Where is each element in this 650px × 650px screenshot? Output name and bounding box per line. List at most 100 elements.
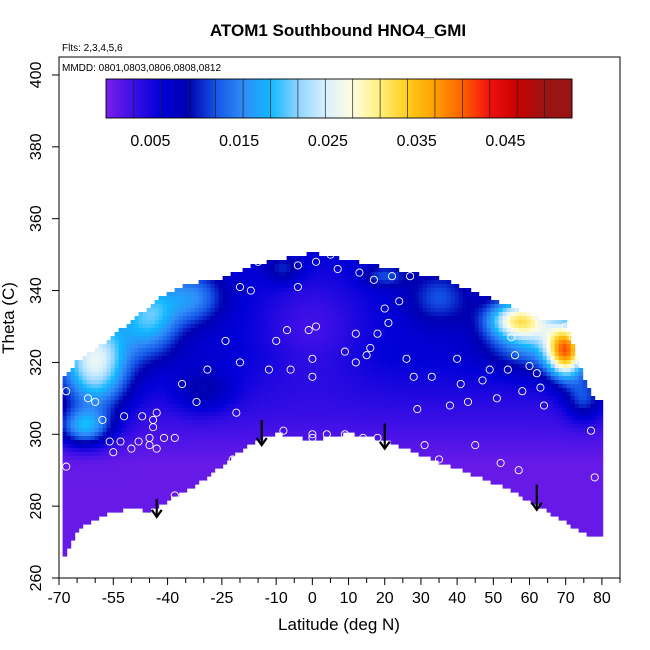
heatmap-cell bbox=[390, 304, 396, 309]
heatmap-cell bbox=[414, 444, 420, 449]
heatmap-cell bbox=[346, 348, 352, 353]
heatmap-cell bbox=[398, 428, 404, 433]
heatmap-cell bbox=[390, 332, 396, 337]
heatmap-cell bbox=[422, 280, 428, 285]
heatmap-cell bbox=[390, 316, 396, 321]
heatmap-cell bbox=[298, 256, 304, 261]
heatmap-cell bbox=[98, 396, 104, 401]
heatmap-cell bbox=[254, 364, 260, 369]
heatmap-cell bbox=[210, 352, 216, 357]
heatmap-cell bbox=[250, 440, 256, 445]
heatmap-cell bbox=[470, 392, 476, 397]
heatmap-cell bbox=[142, 464, 148, 469]
heatmap-cell bbox=[202, 304, 208, 309]
heatmap-cell bbox=[178, 324, 184, 329]
heatmap-cell bbox=[98, 388, 104, 393]
heatmap-cell bbox=[490, 300, 496, 305]
heatmap-cell bbox=[158, 460, 164, 465]
heatmap-cell bbox=[474, 368, 480, 373]
heatmap-cell bbox=[298, 268, 304, 273]
heatmap-cell bbox=[366, 328, 372, 333]
heatmap-cell bbox=[458, 376, 464, 381]
heatmap-cell bbox=[274, 276, 280, 281]
heatmap-cell bbox=[166, 456, 172, 461]
heatmap-cell bbox=[290, 416, 296, 421]
heatmap-cell bbox=[346, 420, 352, 425]
heatmap-cell bbox=[294, 412, 300, 417]
heatmap-cell bbox=[386, 336, 392, 341]
heatmap-cell bbox=[414, 364, 420, 369]
heatmap-cell bbox=[414, 448, 420, 453]
heatmap-cell bbox=[422, 396, 428, 401]
heatmap-cell bbox=[478, 416, 484, 421]
heatmap-cell bbox=[110, 412, 116, 417]
heatmap-cell bbox=[238, 448, 244, 453]
heatmap-cell bbox=[438, 424, 444, 429]
heatmap-cell bbox=[182, 440, 188, 445]
heatmap-cell bbox=[426, 364, 432, 369]
heatmap-cell bbox=[302, 392, 308, 397]
heatmap-cell bbox=[262, 288, 268, 293]
heatmap-cell bbox=[186, 436, 192, 441]
heatmap-cell bbox=[126, 456, 132, 461]
heatmap-cell bbox=[182, 412, 188, 417]
heatmap-cell bbox=[398, 344, 404, 349]
heatmap-cell bbox=[106, 440, 112, 445]
heatmap-cell bbox=[106, 452, 112, 457]
heatmap-cell bbox=[294, 352, 300, 357]
heatmap-cell bbox=[210, 448, 216, 453]
heatmap-cell bbox=[62, 404, 68, 409]
heatmap-cell bbox=[286, 300, 292, 305]
heatmap-cell bbox=[114, 476, 120, 481]
heatmap-cell bbox=[162, 368, 168, 373]
heatmap-cell bbox=[478, 368, 484, 373]
heatmap-cell bbox=[154, 472, 160, 477]
heatmap-cell bbox=[70, 452, 76, 457]
heatmap-cell bbox=[474, 332, 480, 337]
heatmap-cell bbox=[434, 436, 440, 441]
heatmap-cell bbox=[426, 452, 432, 457]
heatmap-cell bbox=[110, 460, 116, 465]
heatmap-cell bbox=[290, 312, 296, 317]
heatmap-cell bbox=[166, 352, 172, 357]
heatmap-cell bbox=[490, 428, 496, 433]
heatmap-cell bbox=[450, 364, 456, 369]
heatmap-cell bbox=[454, 320, 460, 325]
heatmap-cell bbox=[154, 304, 160, 309]
heatmap-cell bbox=[142, 328, 148, 333]
heatmap-cell bbox=[82, 376, 88, 381]
heatmap-cell bbox=[302, 316, 308, 321]
heatmap-cell bbox=[102, 376, 108, 381]
heatmap-cell bbox=[402, 280, 408, 285]
heatmap-cell bbox=[378, 404, 384, 409]
heatmap-cell bbox=[466, 384, 472, 389]
heatmap-cell bbox=[122, 436, 128, 441]
heatmap-cell bbox=[242, 444, 248, 449]
heatmap-cell bbox=[138, 448, 144, 453]
heatmap-cell bbox=[310, 372, 316, 377]
heatmap-cell bbox=[126, 400, 132, 405]
heatmap-cell bbox=[398, 364, 404, 369]
heatmap-cell bbox=[266, 264, 272, 269]
heatmap-cell bbox=[414, 436, 420, 441]
heatmap-cell bbox=[134, 472, 140, 477]
heatmap-cell bbox=[122, 500, 128, 505]
heatmap-cell bbox=[418, 400, 424, 405]
heatmap-cell bbox=[226, 412, 232, 417]
heatmap-cell bbox=[418, 312, 424, 317]
heatmap-cell bbox=[262, 388, 268, 393]
plot-area bbox=[62, 250, 604, 557]
heatmap-cell bbox=[482, 456, 488, 461]
heatmap-cell bbox=[170, 432, 176, 437]
heatmap-cell bbox=[74, 480, 80, 485]
heatmap-cell bbox=[298, 364, 304, 369]
heatmap-cell bbox=[110, 464, 116, 469]
heatmap-cell bbox=[202, 348, 208, 353]
heatmap-cell bbox=[354, 260, 360, 265]
heatmap-cell bbox=[390, 404, 396, 409]
heatmap-cell bbox=[270, 320, 276, 325]
heatmap-cell bbox=[454, 376, 460, 381]
heatmap-cell bbox=[470, 308, 476, 313]
heatmap-cell bbox=[306, 344, 312, 349]
heatmap-cell bbox=[146, 408, 152, 413]
